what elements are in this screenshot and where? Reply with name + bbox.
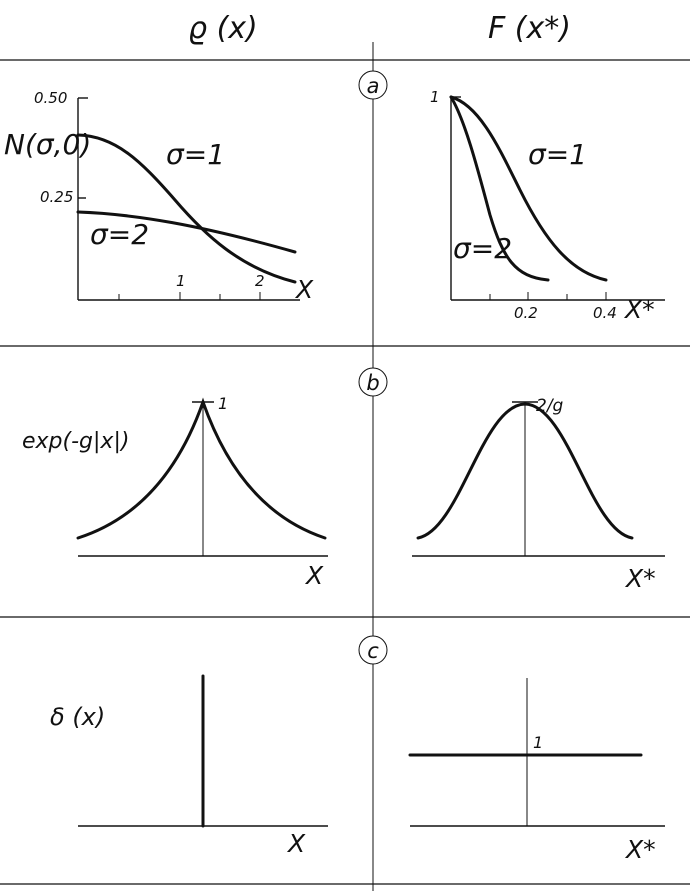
peak-label: 1 <box>218 394 228 413</box>
xtick-2: 2 <box>255 272 265 290</box>
ytick-025: 0.25 <box>40 188 73 206</box>
panel-b-left-plot: 1 exp(-g|x|) X <box>22 394 328 590</box>
panel-c-label: c <box>358 635 388 665</box>
curve-sigma-2 <box>449 95 550 282</box>
right-column-header: F (x*) <box>488 11 571 46</box>
x-axis-label: X <box>294 275 314 304</box>
peak-label: 2/g <box>536 396 564 416</box>
panel-b-label: b <box>358 367 388 397</box>
ytick-050: 0.50 <box>34 89 67 107</box>
label-sigma-1: σ=1 <box>528 138 587 171</box>
panel-a-label: a <box>358 70 388 100</box>
y-axis-label: δ (x) <box>50 703 105 731</box>
x-axis-label: X* <box>623 295 655 324</box>
ytick-1: 1 <box>430 88 440 106</box>
svg-text:a: a <box>367 74 380 98</box>
curve-sigma-1 <box>76 133 297 284</box>
lorentzian-curve <box>416 402 634 540</box>
panel-b-right-plot: 2/g X* <box>412 396 665 593</box>
curve-sigma-1 <box>449 95 608 282</box>
panel-a-left-plot: 0.50 0.25 1 2 X N(σ,0) σ=1 σ=2 <box>4 89 314 304</box>
x-axis-label: X <box>286 829 306 858</box>
panel-c-right-plot: 1 X* <box>408 678 665 864</box>
y-axis-label: exp(-g|x|) <box>22 429 129 454</box>
xtick-04: 0.4 <box>593 304 617 322</box>
panel-c-left-plot: δ (x) X <box>50 674 328 858</box>
label-sigma-2: σ=2 <box>90 218 149 251</box>
label-sigma-2: σ=2 <box>453 232 512 265</box>
label-sigma-1: σ=1 <box>166 138 225 171</box>
x-axis-label: X* <box>624 564 656 593</box>
left-column-header: ϱ (x) <box>188 11 258 46</box>
svg-text:b: b <box>366 371 379 395</box>
xtick-02: 0.2 <box>514 304 538 322</box>
curve-sigma-2 <box>76 210 297 254</box>
x-axis-label: X* <box>624 835 656 864</box>
level-label: 1 <box>533 733 543 752</box>
y-axis-label: N(σ,0) <box>4 128 91 161</box>
xtick-1: 1 <box>176 272 186 290</box>
exp-decay-curve <box>76 397 327 540</box>
panel-a-right-plot: 1 0.2 0.4 X* σ=1 σ=2 <box>430 88 665 324</box>
x-axis-label: X <box>304 561 324 590</box>
svg-text:c: c <box>367 639 379 663</box>
